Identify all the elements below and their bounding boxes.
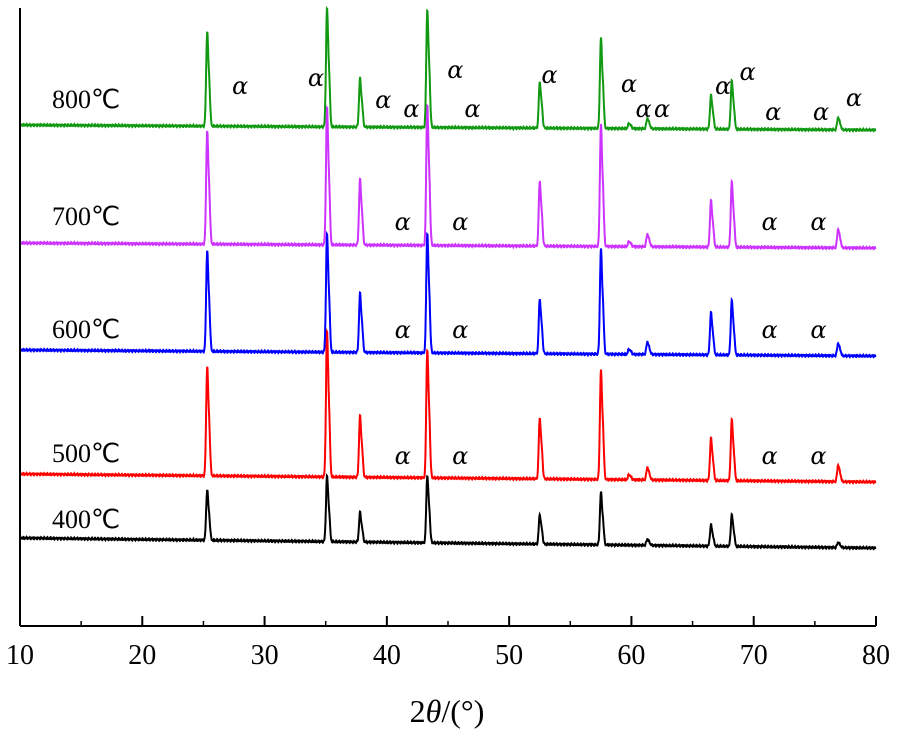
x-axis-label-suffix: /(°)	[441, 693, 484, 729]
alpha-peak-label: α	[762, 316, 778, 344]
alpha-peak-label: α	[810, 442, 826, 470]
alpha-peak-label: α	[308, 64, 324, 92]
x-tick-label: 10	[6, 640, 34, 671]
alpha-peak-label: α	[232, 72, 248, 100]
x-tick-label: 70	[740, 640, 768, 671]
alpha-peak-label: α	[541, 61, 557, 89]
alpha-peak-label: α	[810, 316, 826, 344]
series-line-400c	[19, 473, 877, 551]
alpha-peak-label: α	[813, 98, 829, 126]
alpha-peak-label: α	[765, 98, 781, 126]
series-label: 600℃	[52, 315, 120, 344]
series-line-600c	[19, 230, 877, 359]
x-tick-label: 20	[128, 640, 156, 671]
alpha-peak-label: α	[464, 95, 480, 123]
x-tick-label: 50	[495, 640, 523, 671]
alpha-peak-label: α	[447, 56, 463, 84]
alpha-peak-label: α	[846, 84, 862, 112]
series-label: 800℃	[52, 85, 120, 114]
series-line-800c	[19, 5, 877, 133]
alpha-peak-label: α	[452, 442, 468, 470]
alpha-peak-label: α	[621, 70, 637, 98]
series-line-500c	[19, 328, 877, 485]
x-axis-label-prefix: 2	[410, 693, 426, 729]
alpha-peak-label: α	[452, 208, 468, 236]
alpha-peak-label: α	[810, 208, 826, 236]
axis-layer: 10 20 30 40 50 60 70 80	[6, 8, 890, 671]
alpha-peak-label: α	[395, 208, 411, 236]
series-layer	[19, 5, 877, 551]
alpha-peak-label: α	[739, 58, 755, 86]
x-tick-label: 30	[251, 640, 279, 671]
x-tick-label: 80	[862, 640, 890, 671]
x-axis-label-theta: θ	[426, 693, 442, 729]
x-tick-label: 40	[373, 640, 401, 671]
series-label: 700℃	[52, 202, 120, 231]
alpha-peak-label: α	[762, 442, 778, 470]
alpha-peak-label: α	[452, 316, 468, 344]
series-label: 400℃	[52, 505, 120, 534]
x-tick-label: 60	[617, 640, 645, 671]
alpha-peak-label: α	[762, 208, 778, 236]
alpha-peak-label: α	[395, 316, 411, 344]
alpha-peak-label: α	[395, 442, 411, 470]
alpha-peak-label: α	[654, 95, 670, 123]
x-axis-label: 2θ/(°)	[410, 693, 485, 729]
series-label: 500℃	[52, 439, 120, 468]
alpha-peak-label: α	[715, 72, 731, 100]
alpha-peak-label: α	[375, 86, 391, 114]
series-line-700c	[19, 103, 877, 251]
alpha-peak-label: α	[403, 95, 419, 123]
alpha-peak-label: α	[636, 95, 652, 123]
